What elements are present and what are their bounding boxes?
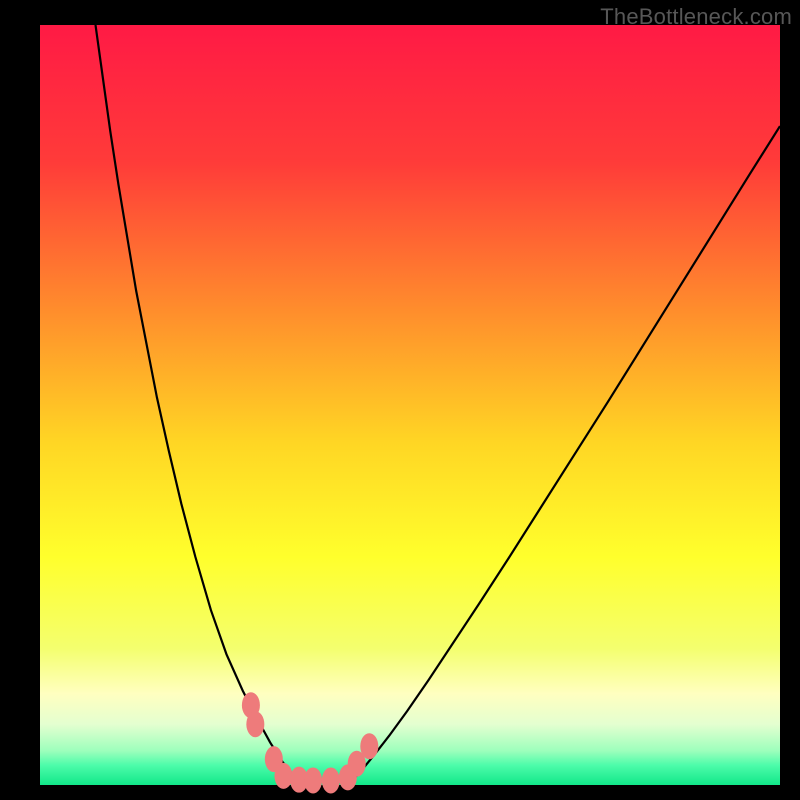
data-marker — [360, 733, 378, 759]
data-marker — [246, 711, 264, 737]
chart-canvas: TheBottleneck.com — [0, 0, 800, 800]
data-marker — [304, 767, 322, 793]
chart-svg — [0, 0, 800, 800]
data-marker — [274, 763, 292, 789]
plot-area — [40, 25, 780, 785]
data-marker — [322, 767, 340, 793]
watermark-label: TheBottleneck.com — [600, 4, 792, 30]
